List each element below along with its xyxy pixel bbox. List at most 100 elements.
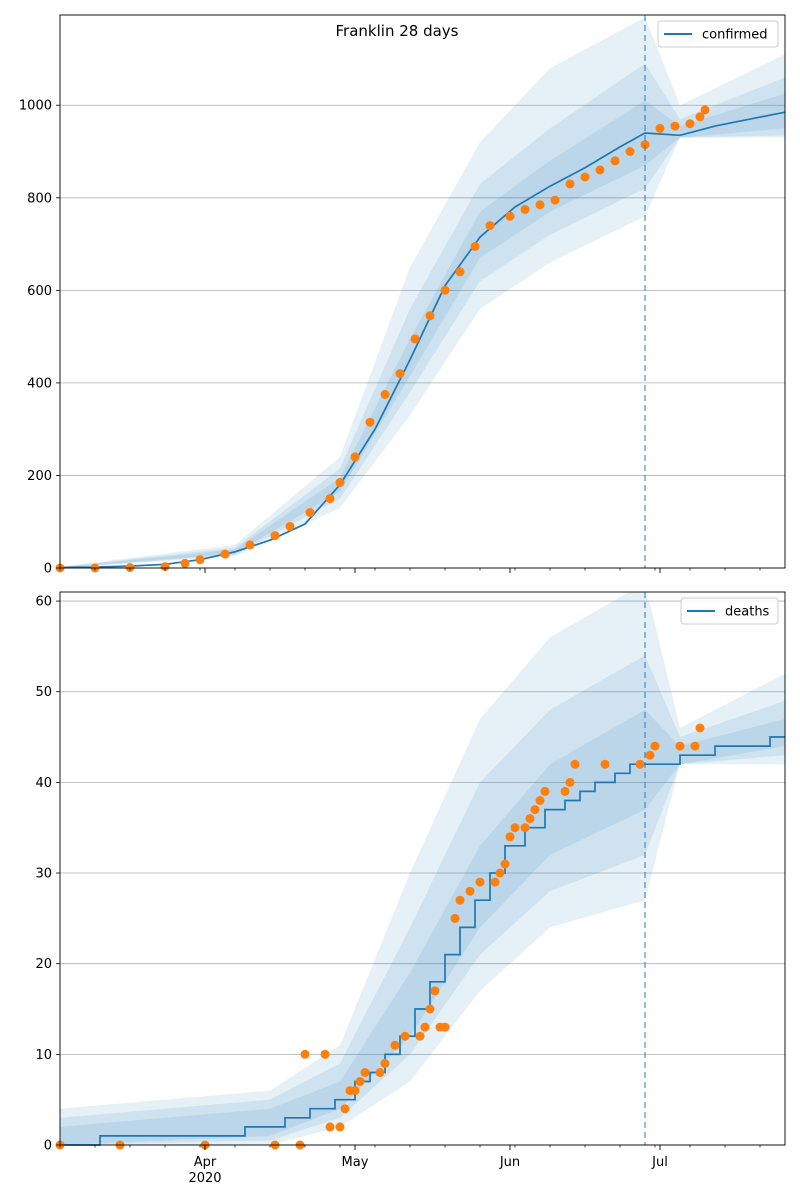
observed-point <box>465 886 475 896</box>
observed-point <box>520 204 530 214</box>
observed-point <box>425 311 435 321</box>
observed-point <box>455 267 465 277</box>
observed-point <box>475 877 485 887</box>
observed-point <box>510 823 520 833</box>
confirmed-legend: confirmed <box>657 20 779 48</box>
x-tick-label: Jul <box>651 1155 668 1170</box>
observed-point <box>375 1068 385 1077</box>
deaths-x-ticks <box>59 1145 761 1150</box>
legend-label-deaths: deaths <box>725 605 770 620</box>
observed-point <box>415 1031 425 1041</box>
y-tick-label: 800 <box>27 191 52 206</box>
observed-point <box>635 759 645 769</box>
observed-point <box>565 179 575 189</box>
observed-point <box>325 494 335 504</box>
observed-point <box>675 741 685 751</box>
deaths-panel: 0 10 20 30 40 50 60 deaths <box>35 591 786 1154</box>
observed-point <box>380 1058 390 1068</box>
legend-box <box>680 597 779 625</box>
observed-point <box>685 119 695 129</box>
observed-point <box>535 200 545 210</box>
observed-point <box>270 531 280 541</box>
observed-point <box>640 140 650 150</box>
confirmed-observed-points <box>55 105 710 573</box>
deaths-grid <box>60 600 785 1146</box>
y-tick-label: 600 <box>27 284 52 299</box>
observed-point <box>455 895 465 905</box>
uncertainty-band-2 <box>60 63 785 568</box>
observed-point <box>220 549 230 559</box>
observed-point <box>440 285 450 295</box>
legend-label-confirmed: confirmed <box>702 28 768 43</box>
y-tick-label: 10 <box>35 1048 52 1063</box>
observed-point <box>335 477 345 487</box>
observed-point <box>550 195 560 205</box>
observed-point <box>540 786 550 796</box>
observed-point <box>520 823 530 833</box>
observed-point <box>355 1077 365 1086</box>
uncertainty-band-1 <box>60 17 785 569</box>
observed-point <box>470 241 480 251</box>
observed-point <box>495 868 505 878</box>
observed-point <box>560 786 570 796</box>
confirmed-uncertainty-bands <box>60 17 785 569</box>
observed-point <box>305 508 315 517</box>
observed-point <box>645 750 655 760</box>
observed-point <box>450 913 460 923</box>
observed-point <box>695 112 705 122</box>
observed-point <box>160 562 170 572</box>
uncertainty-band-1 <box>60 592 785 1145</box>
observed-point <box>430 986 440 996</box>
observed-point <box>580 172 590 182</box>
legend-box <box>657 20 779 48</box>
x-tick-year-label: 2020 <box>188 1171 221 1186</box>
observed-point <box>300 1049 310 1059</box>
axes-frame <box>59 591 786 1146</box>
x-tick-label: May <box>342 1155 369 1170</box>
observed-point <box>535 796 545 805</box>
observed-point <box>505 832 515 842</box>
uncertainty-band-2 <box>60 655 785 1145</box>
observed-point <box>565 777 575 787</box>
observed-point <box>505 211 515 221</box>
observed-point <box>125 563 135 572</box>
x-tick-label: Jun <box>499 1155 520 1170</box>
observed-point <box>365 417 375 427</box>
observed-point <box>655 123 665 133</box>
observed-point <box>570 759 580 769</box>
observed-point <box>350 452 360 462</box>
observed-point <box>395 369 405 379</box>
observed-point <box>500 859 510 869</box>
observed-point <box>625 147 635 156</box>
model-median-line <box>60 736 785 1146</box>
observed-point <box>440 1022 450 1032</box>
observed-point <box>180 558 190 568</box>
y-tick-label: 60 <box>35 595 52 610</box>
observed-point <box>650 741 660 751</box>
observed-point <box>485 221 495 231</box>
confirmed-axes <box>59 14 786 569</box>
y-tick-label: 200 <box>27 469 52 484</box>
observed-point <box>340 1104 350 1114</box>
observed-point <box>320 1049 330 1059</box>
x-tick-label: Apr <box>194 1155 217 1170</box>
y-tick-label: 30 <box>35 867 52 882</box>
y-tick-label: 40 <box>35 776 52 791</box>
axes-frame <box>59 14 786 569</box>
observed-point <box>700 105 710 115</box>
observed-point <box>595 165 605 175</box>
observed-point <box>695 723 705 733</box>
confirmed-panel: 0 200 400 600 800 1000 Franklin 28 days confi… <box>19 14 786 577</box>
observed-point <box>325 1122 335 1132</box>
observed-point <box>670 121 680 131</box>
observed-point <box>410 334 420 344</box>
observed-point <box>285 521 295 531</box>
uncertainty-band-3 <box>60 709 785 1145</box>
uncertainty-band-3 <box>60 93 785 568</box>
observed-point <box>690 741 700 751</box>
y-tick-label: 0 <box>44 562 52 577</box>
observed-point <box>360 1068 370 1077</box>
deaths-legend: deaths <box>680 597 779 625</box>
